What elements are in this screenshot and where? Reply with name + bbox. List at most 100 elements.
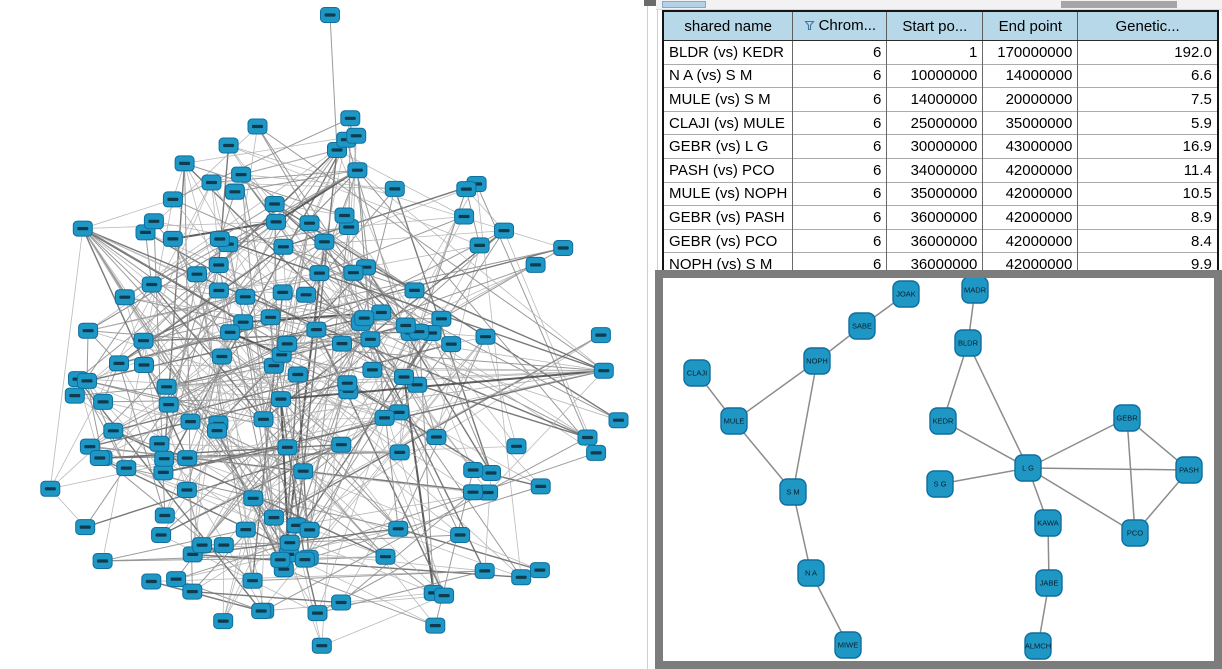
- network-edge[interactable]: [304, 485, 541, 561]
- network-edge[interactable]: [77, 378, 127, 469]
- network-node[interactable]: [593, 362, 614, 379]
- network-edge[interactable]: [216, 430, 435, 594]
- network-node[interactable]: [395, 317, 416, 334]
- filter-funnel-icon[interactable]: [803, 18, 815, 35]
- network-node[interactable]: [180, 413, 201, 430]
- network-node[interactable]: [311, 637, 332, 654]
- network-node[interactable]: [114, 289, 135, 306]
- node-s-m[interactable]: S M: [779, 478, 807, 506]
- network-edge[interactable]: [394, 188, 492, 474]
- cell-shared-name[interactable]: BLDR (vs) KEDR: [663, 40, 793, 65]
- network-edge[interactable]: [283, 230, 505, 570]
- network-edge[interactable]: [82, 228, 254, 499]
- network-node[interactable]: [208, 257, 229, 273]
- network-edge[interactable]: [356, 170, 399, 529]
- column-header-genetic-[interactable]: Genetic...: [1077, 11, 1218, 41]
- network-edge[interactable]: [219, 238, 605, 372]
- network-node[interactable]: [224, 183, 245, 200]
- cell-value[interactable]: 6: [792, 228, 887, 253]
- network-node[interactable]: [235, 521, 256, 538]
- network-node[interactable]: [340, 110, 361, 127]
- network-node[interactable]: [331, 594, 352, 611]
- network-edge[interactable]: [102, 199, 174, 562]
- node-madr[interactable]: MADR: [961, 276, 989, 304]
- network-edge[interactable]: [234, 169, 358, 193]
- network-node[interactable]: [162, 191, 183, 208]
- network-edge[interactable]: [274, 203, 345, 216]
- network-edge[interactable]: [222, 183, 477, 622]
- network-edge[interactable]: [348, 216, 465, 228]
- cell-value[interactable]: 6: [792, 134, 887, 159]
- table-row[interactable]: BLDR (vs) KEDR 6 1 170000000 192.0: [663, 40, 1218, 65]
- cell-value[interactable]: 8.9: [1077, 205, 1218, 230]
- network-edge[interactable]: [211, 182, 395, 190]
- network-node[interactable]: [441, 336, 462, 353]
- network-node[interactable]: [577, 429, 598, 446]
- network-edge[interactable]: [289, 534, 461, 544]
- network-edge[interactable]: [102, 443, 342, 459]
- network-node[interactable]: [211, 348, 232, 365]
- table-row[interactable]: CLAJI (vs) MULE 6 25000000 35000000 5.9: [663, 110, 1218, 135]
- network-edge[interactable]: [192, 264, 220, 555]
- cell-value[interactable]: 35000000: [982, 110, 1078, 135]
- network-node[interactable]: [251, 603, 272, 619]
- network-edge[interactable]: [273, 365, 474, 493]
- network-edge[interactable]: [309, 188, 396, 531]
- network-node[interactable]: [511, 569, 532, 586]
- cell-value[interactable]: 42000000: [982, 205, 1078, 230]
- network-node[interactable]: [530, 478, 551, 495]
- network-node[interactable]: [371, 304, 392, 321]
- cell-value[interactable]: 1: [886, 40, 983, 65]
- network-edge[interactable]: [283, 568, 436, 627]
- cell-value[interactable]: 6: [792, 157, 887, 183]
- network-node[interactable]: [207, 422, 227, 439]
- network-node[interactable]: [243, 490, 264, 507]
- network-node[interactable]: [469, 237, 490, 254]
- edge-l-g-gebr[interactable]: [1027, 417, 1128, 469]
- network-edge[interactable]: [485, 336, 517, 447]
- network-edge[interactable]: [357, 169, 605, 372]
- network-node[interactable]: [463, 484, 483, 501]
- node-mule[interactable]: MULE: [720, 407, 748, 435]
- network-node[interactable]: [454, 208, 475, 225]
- network-node[interactable]: [93, 393, 114, 410]
- network-node[interactable]: [277, 335, 298, 352]
- cell-shared-name[interactable]: MULE (vs) NOPH: [663, 181, 793, 206]
- table-row[interactable]: GEBR (vs) L G 6 30000000 43000000 16.9: [663, 134, 1218, 159]
- network-node[interactable]: [450, 527, 471, 543]
- network-node[interactable]: [494, 222, 514, 239]
- cell-value[interactable]: 35000000: [886, 181, 983, 206]
- network-node[interactable]: [273, 238, 294, 255]
- network-node[interactable]: [307, 605, 328, 622]
- network-node[interactable]: [463, 462, 484, 478]
- network-node[interactable]: [174, 155, 195, 172]
- network-node[interactable]: [260, 309, 281, 326]
- network-edge[interactable]: [143, 340, 203, 546]
- node-claji[interactable]: CLAJI: [683, 359, 711, 387]
- edge-kedr-l-g[interactable]: [942, 420, 1029, 469]
- network-node[interactable]: [154, 507, 175, 524]
- network-edge[interactable]: [168, 343, 288, 406]
- network-edge[interactable]: [74, 221, 277, 396]
- network-node[interactable]: [506, 438, 527, 455]
- network-edge[interactable]: [89, 446, 386, 558]
- network-node[interactable]: [75, 519, 96, 536]
- network-node[interactable]: [149, 435, 170, 452]
- cell-value[interactable]: 36000000: [886, 228, 983, 253]
- cell-value[interactable]: 42000000: [982, 228, 1078, 253]
- scrollbar-thumb-right[interactable]: [1061, 1, 1177, 8]
- cell-value[interactable]: 42000000: [982, 157, 1078, 183]
- network-node[interactable]: [242, 572, 263, 589]
- network-edge[interactable]: [324, 241, 432, 334]
- network-node[interactable]: [77, 372, 97, 389]
- network-node[interactable]: [64, 387, 85, 404]
- network-node[interactable]: [141, 573, 162, 590]
- node-noph[interactable]: NOPH: [803, 347, 831, 375]
- network-edge[interactable]: [151, 169, 358, 285]
- cell-shared-name[interactable]: GEBR (vs) L G: [663, 134, 793, 159]
- network-edge[interactable]: [283, 169, 358, 248]
- network-edge[interactable]: [503, 230, 597, 454]
- network-edge[interactable]: [346, 382, 492, 474]
- node-s-g[interactable]: S G: [926, 470, 954, 498]
- network-node[interactable]: [208, 282, 229, 299]
